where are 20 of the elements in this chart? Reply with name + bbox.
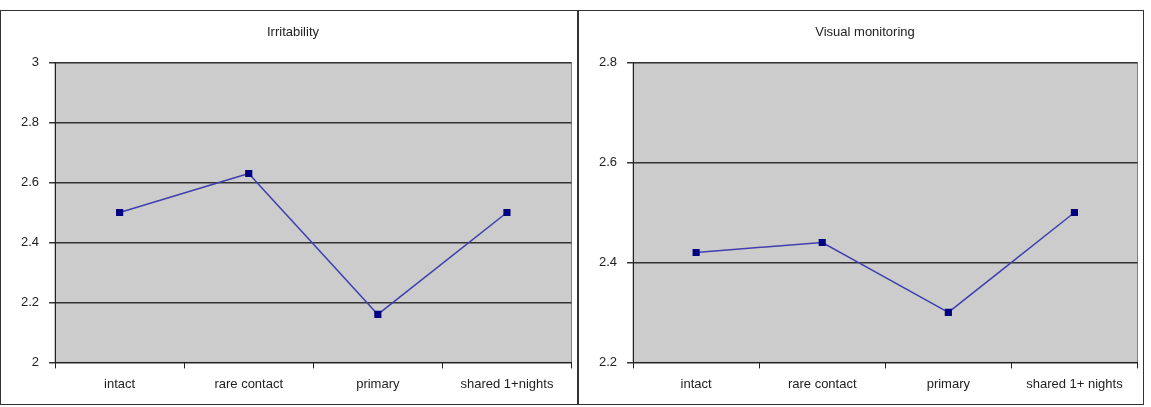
x-tick-label: rare contact [214,375,284,391]
chart-title: Irritability [266,24,320,40]
y-tick-label: 2.2 [20,294,40,310]
y-tick-label: 2 [31,353,40,369]
x-tick-label: shared 1+ nights [1026,375,1124,391]
x-tick-label: intact [104,375,136,391]
y-tick-label: 2.6 [20,174,40,190]
x-tick-label: primary [926,375,971,391]
chart-title: Visual monitoring [815,24,915,40]
x-tick-label: primary [356,375,400,391]
y-tick-label: 2.8 [20,114,40,130]
y-tick-label: 2.2 [598,353,618,369]
y-tick-label: 3 [31,54,40,70]
x-tick-label: shared 1+nights [460,375,554,391]
y-tick-label: 2.4 [598,254,618,270]
y-tick-label: 2.4 [20,234,40,250]
x-tick-label: intact [680,375,713,391]
x-tick-label: rare contact [787,375,857,391]
y-tick-label: 2.8 [598,54,618,70]
y-tick-label: 2.6 [598,154,618,170]
